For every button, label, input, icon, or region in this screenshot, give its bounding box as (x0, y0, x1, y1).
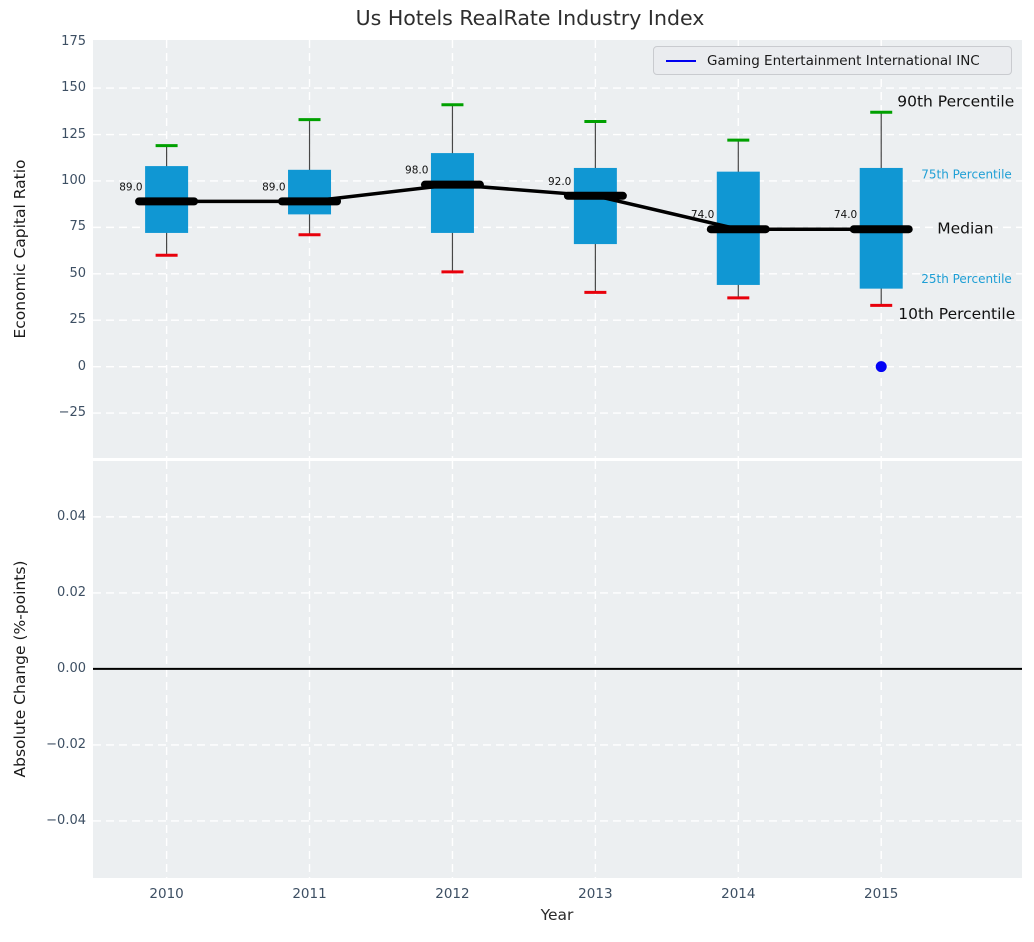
x-tick-label: 2015 (864, 886, 899, 902)
median-capsule-2015 (849, 225, 913, 234)
x-tick-label: 2012 (435, 886, 470, 902)
annotation-75th-percentile: 75th Percentile (921, 167, 1012, 181)
y-tick-label: 75 (69, 219, 86, 235)
median-capsule-2013 (563, 191, 627, 200)
median-label-2014: 74.0 (691, 209, 714, 221)
x-tick-label: 2010 (149, 886, 184, 902)
y-tick-label: −0.02 (46, 736, 86, 752)
legend-label: Gaming Entertainment International INC (707, 52, 980, 69)
legend-box: Gaming Entertainment International INC (653, 46, 1012, 75)
y-tick-label: 175 (61, 33, 86, 49)
median-label-2010: 89.0 (119, 181, 142, 193)
x-tick-label: 2011 (292, 886, 327, 902)
x-axis-label: Year (540, 906, 574, 924)
box-2011 (288, 169, 332, 215)
median-capsule-2011 (278, 197, 342, 206)
y-tick-label: 25 (69, 312, 86, 328)
y-tick-label: −25 (58, 405, 86, 421)
y-tick-label: 125 (61, 126, 86, 142)
y-tick-label: 0.02 (57, 584, 86, 600)
median-label-2011: 89.0 (262, 181, 285, 193)
median-capsule-2012 (420, 180, 484, 189)
box-2013 (573, 167, 617, 245)
median-label-2015: 74.0 (834, 209, 857, 221)
legend-line-swatch (666, 59, 696, 62)
y-tick-label: −0.04 (46, 812, 86, 828)
company-point (875, 361, 887, 373)
annotation-median: Median (937, 220, 993, 238)
box-2012 (430, 153, 474, 233)
annotation-90th-percentile: 90th Percentile (897, 93, 1014, 111)
y-tick-label: 0.00 (57, 660, 86, 676)
y-tick-label: 100 (61, 172, 86, 188)
x-tick-label: 2013 (578, 886, 613, 902)
median-label-2012: 98.0 (405, 165, 428, 177)
y-axis-label-top: Economic Capital Ratio (11, 159, 29, 339)
median-capsule-2014 (706, 225, 770, 234)
y-axis-label-bottom: Absolute Change (%-points) (11, 560, 29, 778)
median-capsule-2010 (135, 197, 199, 206)
y-tick-label: 150 (61, 80, 86, 96)
annotation-10th-percentile: 10th Percentile (898, 305, 1015, 323)
median-label-2013: 92.0 (548, 176, 571, 188)
y-tick-label: 50 (69, 265, 86, 281)
annotation-25th-percentile: 25th Percentile (921, 272, 1012, 286)
y-tick-label: 0 (77, 358, 86, 374)
x-tick-label: 2014 (721, 886, 756, 902)
y-tick-label: 0.04 (57, 508, 86, 524)
chart-title: Us Hotels RealRate Industry Index (355, 6, 705, 30)
